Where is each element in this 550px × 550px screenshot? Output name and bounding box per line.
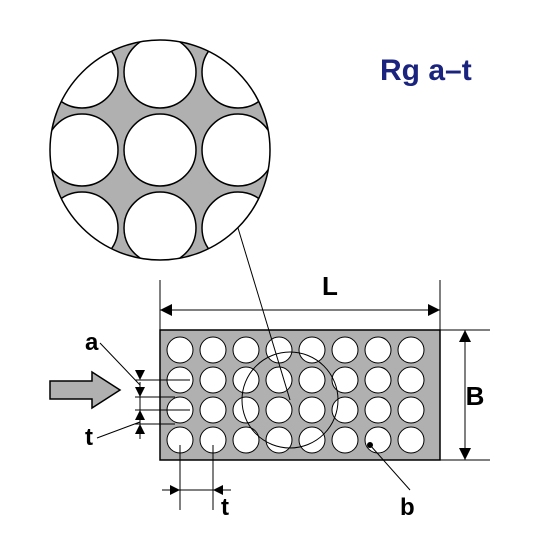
direction-arrow [50,372,120,408]
label-B: B [466,381,485,411]
label-t-vert: t [85,424,93,451]
dimension-L: L [160,271,440,330]
label-L: L [322,271,338,301]
label-t-horiz: t [221,494,229,521]
title-label: Rg a–t [380,54,472,87]
perforated-sheet [160,330,440,460]
magnifier-view [45,35,275,265]
label-b: b [400,494,415,521]
dimension-B: B [440,330,490,460]
label-a: a [85,329,99,356]
